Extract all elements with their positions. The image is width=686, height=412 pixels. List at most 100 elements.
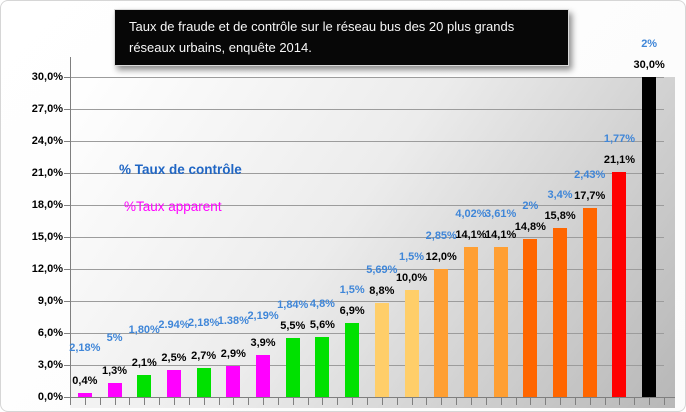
x-axis-tick <box>352 398 354 405</box>
x-axis-tick <box>84 398 86 405</box>
legend-apparent-label: %Taux apparent <box>124 199 222 214</box>
gridline <box>70 269 664 270</box>
bar-value-label: 5,6% <box>309 319 335 332</box>
bar-value-label: 3,9% <box>250 337 276 350</box>
bar-control-label: 2,43% <box>574 169 606 182</box>
y-axis-tick <box>64 237 70 238</box>
x-axis-tick <box>70 398 71 405</box>
gridline <box>70 333 664 334</box>
bar-value-label: 14,8% <box>514 221 546 234</box>
x-axis-tick <box>574 398 576 405</box>
x-axis-tick <box>560 398 562 405</box>
gridline <box>70 77 664 78</box>
x-axis-tick <box>173 398 175 405</box>
bar-control-label: 1,80% <box>128 323 160 336</box>
bar <box>612 171 627 397</box>
gridline <box>70 365 664 366</box>
bar-value-label: 21,1% <box>603 153 636 166</box>
x-axis-tick <box>515 398 517 405</box>
y-axis-tick <box>64 397 70 398</box>
bar-value-label: 8,8% <box>369 285 395 298</box>
x-axis-tick <box>530 398 532 405</box>
x-axis-tick <box>144 398 146 405</box>
x-axis-tick <box>263 398 265 405</box>
bar-control-label: 3,61% <box>485 207 517 220</box>
bar-control-label: 1,77% <box>603 132 636 145</box>
x-axis-tick <box>470 398 472 405</box>
x-axis-tick <box>188 398 190 405</box>
y-axis-tick <box>64 301 70 302</box>
x-axis-tick <box>604 398 606 405</box>
x-axis-tick <box>619 398 621 405</box>
bar <box>642 77 657 397</box>
bar-control-label: 1,5% <box>399 251 425 264</box>
bar <box>493 246 508 397</box>
bar-value-label: 5,5% <box>280 320 306 333</box>
chart-title: Taux de fraude et de contrôle sur le rés… <box>129 19 515 55</box>
bar <box>137 374 152 397</box>
x-axis-tick <box>426 398 428 405</box>
gridline <box>70 109 664 110</box>
bar-value-label: 2,7% <box>191 350 217 363</box>
x-axis-tick <box>218 398 220 405</box>
gridline <box>70 173 664 174</box>
bar-control-label: 2% <box>522 200 539 213</box>
x-axis-tick <box>292 398 294 405</box>
x-axis-tick <box>307 398 309 405</box>
bar <box>77 392 92 397</box>
bar <box>434 269 449 397</box>
x-axis-tick <box>634 398 636 405</box>
bar <box>107 383 122 397</box>
y-axis-tick-label: 30,0% <box>31 71 63 83</box>
x-axis-tick <box>114 398 116 405</box>
y-axis-tick <box>64 77 70 78</box>
x-axis-tick <box>277 398 279 405</box>
bar-control-label: 2.94% <box>158 319 190 332</box>
bar-value-label: 6,9% <box>339 305 365 318</box>
y-axis-tick-label: 12,0% <box>31 263 63 275</box>
x-axis-tick <box>500 398 502 405</box>
x-axis-tick <box>381 398 383 405</box>
y-axis-tick <box>64 333 70 334</box>
bar <box>582 208 597 397</box>
y-axis-tick-label: 21,0% <box>31 167 63 179</box>
x-axis-tick <box>441 398 443 405</box>
bar <box>374 303 389 397</box>
bar-value-label: 2,1% <box>131 356 157 369</box>
y-axis-tick <box>64 109 70 110</box>
legend-controle-label: % Taux de contrôle <box>119 162 242 177</box>
y-axis-tick-label: 15,0% <box>31 231 63 243</box>
y-axis-tick <box>64 141 70 142</box>
bar <box>256 355 271 397</box>
x-axis-tick <box>322 398 324 405</box>
bar-control-label: 1.38% <box>217 315 249 328</box>
y-axis-line <box>70 57 71 398</box>
x-axis-tick <box>337 398 339 405</box>
bar <box>404 290 419 397</box>
bar-control-label: 4,8% <box>309 298 335 311</box>
bar-control-label: 5,69% <box>366 264 398 277</box>
bar-control-label: 2% <box>641 38 658 50</box>
gridline <box>70 301 664 302</box>
x-axis-tick <box>589 398 591 405</box>
bar <box>345 323 360 397</box>
x-axis-tick <box>664 398 665 405</box>
bar <box>463 246 478 397</box>
bar-control-label: 4,02% <box>455 207 487 220</box>
bar-control-label: 2,18% <box>69 341 101 354</box>
x-axis-tick <box>99 398 101 405</box>
bar <box>523 239 538 397</box>
x-axis-line <box>70 397 675 398</box>
bar <box>285 338 300 397</box>
bar-control-label: 1,84% <box>277 299 309 312</box>
x-axis-tick <box>129 398 131 405</box>
gridline <box>70 205 664 206</box>
bar <box>226 366 241 397</box>
bar-value-label: 30,0% <box>633 59 665 71</box>
x-axis-tick <box>545 398 547 405</box>
bar-value-label: 15,8% <box>544 210 576 223</box>
bar-control-label: 3,4% <box>547 189 573 202</box>
chart-title-box: Taux de fraude et de contrôle sur le rés… <box>114 9 569 66</box>
bar-value-label: 2,9% <box>220 348 246 361</box>
bar-value-label: 0,4% <box>72 374 98 387</box>
